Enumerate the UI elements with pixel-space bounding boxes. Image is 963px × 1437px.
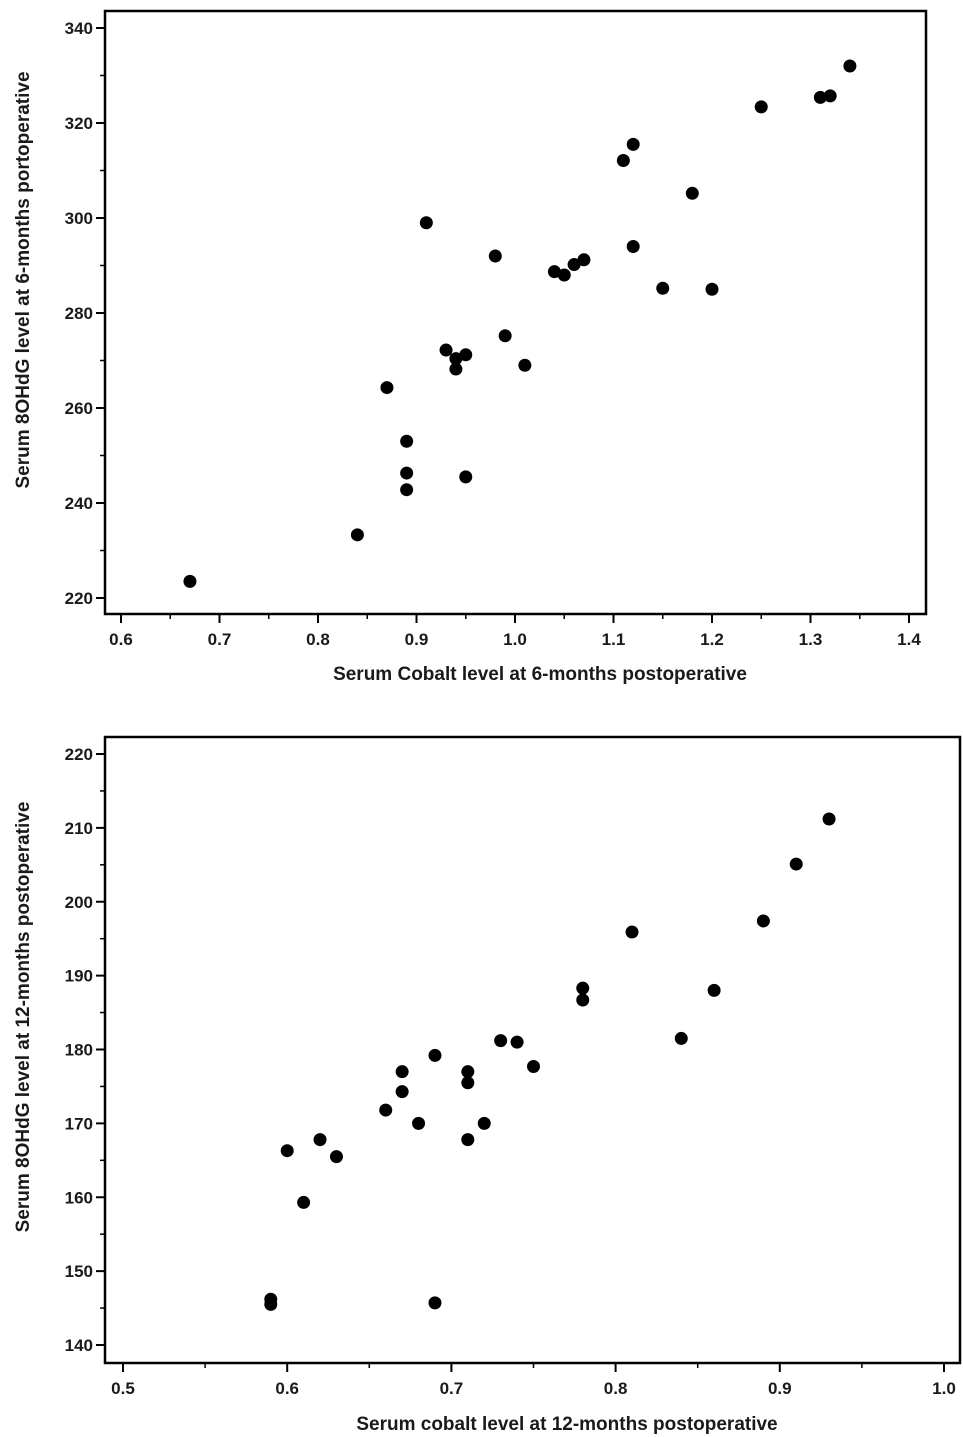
data-point	[264, 1297, 278, 1311]
x-tick-label: 0.9	[405, 630, 429, 649]
axis-ticks: 0.6 0.7 0.8 0.9 1.0 1.1 1.2 1.3 1.4 220 240 260 280 3…	[65, 19, 922, 649]
data-point	[494, 1034, 508, 1048]
data-point	[656, 281, 670, 295]
y-tick-label: 260	[65, 399, 93, 418]
data-point	[297, 1195, 311, 1209]
x-tick-label: 0.8	[604, 1379, 628, 1398]
data-point	[350, 528, 364, 542]
data-point	[707, 983, 721, 997]
data-point	[280, 1144, 294, 1158]
y-tick-label: 140	[65, 1336, 93, 1355]
x-tick-label: 1.1	[602, 630, 626, 649]
x-tick-label: 0.6	[109, 630, 133, 649]
data-point	[395, 1085, 409, 1099]
data-point	[577, 253, 591, 267]
y-tick-label: 220	[65, 745, 93, 764]
x-tick-label: 0.9	[768, 1379, 792, 1398]
data-point	[400, 483, 414, 497]
data-point	[518, 358, 532, 372]
y-tick-label: 320	[65, 114, 93, 133]
data-point	[789, 857, 803, 871]
x-tick-label: 1.0	[932, 1379, 956, 1398]
data-point	[395, 1065, 409, 1079]
data-point	[379, 1103, 393, 1117]
scatter-chart-6-months: 0.6 0.7 0.8 0.9 1.0 1.1 1.2 1.3 1.4 220 240 260 280 3…	[13, 9, 928, 685]
data-point	[313, 1133, 327, 1147]
x-axis-title: Serum Cobalt level at 6-months postopera…	[333, 664, 747, 685]
data-point	[527, 1059, 540, 1073]
x-tick-label: 1.2	[700, 630, 724, 649]
data-point	[461, 1076, 475, 1090]
y-tick-label: 280	[65, 304, 93, 323]
data-point	[557, 268, 571, 282]
data-point	[412, 1116, 426, 1130]
y-tick-label: 340	[65, 19, 93, 38]
axis-ticks: 0.5 0.6 0.7 0.8 0.9 1.0 140 150 160 170 180 190 200 2…	[65, 745, 956, 1398]
data-point	[498, 329, 512, 343]
data-point	[822, 812, 836, 826]
x-tick-label: 0.5	[111, 1379, 135, 1398]
data-point	[419, 216, 433, 230]
data-point	[625, 925, 639, 939]
scatter-chart-12-months: 0.5 0.6 0.7 0.8 0.9 1.0 140 150 160 170 180 190 200 2…	[13, 735, 962, 1435]
data-point	[616, 154, 630, 168]
y-tick-label: 240	[65, 494, 93, 513]
data-point	[705, 282, 719, 296]
data-point	[428, 1048, 442, 1062]
data-point	[567, 258, 581, 272]
data-point	[400, 466, 414, 480]
data-point	[813, 90, 827, 104]
data-point	[685, 186, 699, 200]
y-tick-label: 210	[65, 819, 93, 838]
data-point	[488, 249, 502, 263]
data-point	[510, 1035, 524, 1049]
data-point	[576, 981, 590, 995]
data-point	[329, 1150, 343, 1164]
data-point	[449, 352, 463, 366]
y-tick-label: 190	[65, 967, 93, 986]
x-axis-title: Serum cobalt level at 12-months postoper…	[356, 1414, 777, 1435]
data-point	[547, 265, 561, 279]
y-tick-label: 170	[65, 1114, 93, 1133]
x-tick-label: 0.7	[208, 630, 232, 649]
x-tick-label: 1.3	[799, 630, 823, 649]
y-tick-label: 200	[65, 893, 93, 912]
y-tick-label: 150	[65, 1262, 93, 1281]
data-point	[400, 434, 414, 448]
data-point	[380, 381, 394, 395]
data-point	[461, 1065, 475, 1079]
x-tick-label: 0.8	[306, 630, 330, 649]
x-tick-label: 1.0	[503, 630, 527, 649]
data-point	[439, 343, 453, 357]
data-point	[626, 240, 640, 253]
y-tick-label: 300	[65, 209, 93, 228]
data-point	[459, 348, 473, 362]
data-point	[459, 470, 473, 484]
y-axis-title: Serum 8OHdG level at 12-months postopera…	[13, 802, 34, 1233]
plot-frame	[103, 735, 962, 1365]
data-point	[823, 89, 837, 103]
data-point	[183, 574, 197, 588]
data-point	[576, 993, 590, 1007]
data-point	[754, 100, 768, 114]
data-point	[674, 1031, 688, 1045]
data-point	[461, 1133, 475, 1147]
data-points	[183, 59, 857, 588]
data-point	[626, 137, 640, 151]
x-tick-label: 1.4	[897, 630, 921, 649]
data-point	[843, 59, 857, 73]
y-tick-label: 220	[65, 589, 93, 608]
x-tick-label: 0.6	[275, 1379, 299, 1398]
data-points	[264, 812, 836, 1311]
plot-frame	[103, 9, 928, 616]
data-point	[477, 1116, 491, 1130]
y-tick-label: 160	[65, 1188, 93, 1207]
data-point	[449, 362, 463, 376]
y-tick-label: 180	[65, 1041, 93, 1060]
data-point	[756, 914, 770, 928]
data-point	[428, 1296, 442, 1310]
x-tick-label: 0.7	[440, 1379, 464, 1398]
y-axis-title: Serum 8OHdG level at 6-months portoperat…	[13, 71, 34, 488]
